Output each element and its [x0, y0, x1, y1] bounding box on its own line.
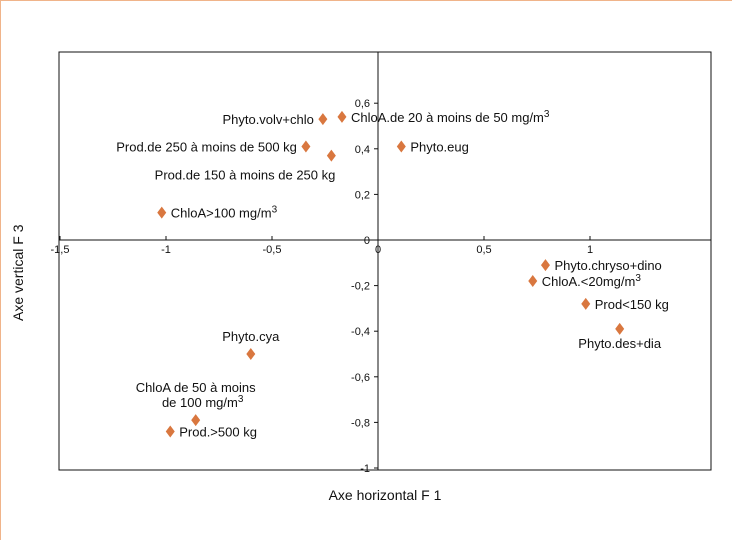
- point-label: de 100 mg/m3: [162, 394, 244, 410]
- point-label: ChloA.de 20 à moins de 50 mg/m3: [351, 109, 550, 125]
- point-label: Phyto.chryso+dino: [554, 258, 661, 273]
- y-tick-label: 0,2: [355, 189, 370, 201]
- data-point: [157, 206, 167, 219]
- y-tick-label: 0,6: [355, 98, 370, 110]
- y-tick-label: 0,4: [355, 144, 370, 156]
- x-tick-label: 1: [587, 244, 593, 256]
- data-point: [581, 297, 591, 310]
- data-point: [246, 348, 256, 360]
- data-point: [191, 414, 201, 427]
- y-tick-label: -0,8: [351, 417, 370, 429]
- data-point: [165, 425, 175, 438]
- data-point: [337, 110, 347, 123]
- point-label: ChloA.<20mg/m3: [542, 273, 642, 289]
- y-tick-label: -0,4: [351, 326, 370, 338]
- x-axis-title: Axe horizontal F 1: [329, 487, 442, 503]
- point-label: Phyto.des+dia: [578, 336, 662, 351]
- x-tick-label: -0,5: [263, 244, 282, 256]
- x-tick-label: -1,5: [51, 244, 70, 256]
- data-point: [318, 113, 328, 126]
- point-label: ChloA de 50 à moins: [136, 380, 256, 395]
- data-point: [326, 149, 336, 162]
- point-label: Prod.>500 kg: [179, 425, 257, 440]
- plot-border: [58, 51, 712, 471]
- y-axis-title: Axe vertical F 3: [10, 224, 26, 321]
- point-label: Phyto.cya: [222, 329, 280, 344]
- data-point: [540, 259, 550, 272]
- point-label: ChloA>100 mg/m3: [171, 205, 278, 221]
- data-point: [528, 275, 538, 288]
- data-point: [615, 322, 625, 335]
- x-tick-label: 0: [375, 244, 381, 256]
- data-point: [396, 140, 406, 153]
- point-label: Phyto.eug: [410, 140, 469, 155]
- x-tick-label: -1: [161, 244, 171, 256]
- y-tick-label: -0,2: [351, 281, 370, 293]
- point-label: Phyto.volv+chlo: [222, 112, 313, 127]
- y-tick-label: 0: [364, 235, 370, 247]
- point-label: Prod<150 kg: [595, 297, 669, 312]
- point-label: Prod.de 250 à moins de 500 kg: [116, 140, 297, 155]
- data-point: [301, 140, 311, 153]
- y-tick-label: -0,6: [351, 372, 370, 384]
- point-label: Prod.de 150 à moins de 250 kg: [155, 168, 336, 183]
- y-tick-label: -1: [360, 463, 370, 475]
- x-tick-label: 0,5: [476, 244, 491, 256]
